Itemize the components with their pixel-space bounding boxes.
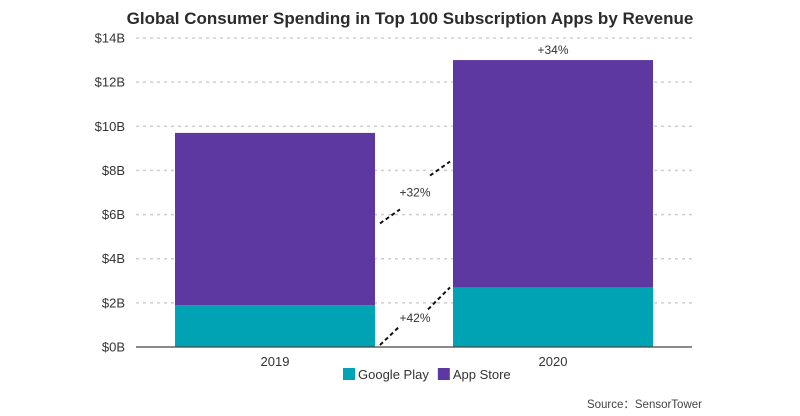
bars [175,60,653,347]
y-tick-label: $10B [95,119,125,134]
bar-app-store-2020 [453,60,653,288]
legend-swatch [343,368,355,380]
app-store-connector-lower [379,208,401,225]
google-play-connector-upper [427,286,451,311]
y-tick-label: $4B [102,251,125,266]
google-play-growth-label: +42% [399,311,430,325]
source-note: Source：SensorTower [587,399,702,411]
bar-google-play-2020 [453,287,653,347]
legend: Google Play App Store [343,367,511,382]
bar-google-play-2019 [175,305,375,347]
y-tick-label: $6B [102,207,125,222]
y-tick-label: $0B [102,340,125,355]
google-play-connector-lower [379,325,401,346]
axes: $0B $2B $4B $6B $8B $10B $12B $14B 2019 2020 [95,31,692,369]
y-tick-label: $14B [95,31,125,46]
legend-swatch [437,368,450,380]
x-tick-label: 2020 [539,354,568,369]
legend-label: Google Play [358,367,429,382]
bar-app-store-2019 [175,132,375,306]
y-tick-label: $8B [102,163,125,178]
x-tick-label: 2019 [261,354,290,369]
app-store-connector-upper [429,160,451,177]
y-tick-label: $2B [102,295,125,310]
app-store-growth-label: +32% [399,186,430,200]
legend-label: App Store [453,367,511,382]
annotations: +42% +32% +34% [379,43,569,346]
chart-title: Global Consumer Spending in Top 100 Subs… [127,9,694,28]
y-tick-label: $12B [95,75,125,90]
total-growth-label: +34% [537,43,568,57]
